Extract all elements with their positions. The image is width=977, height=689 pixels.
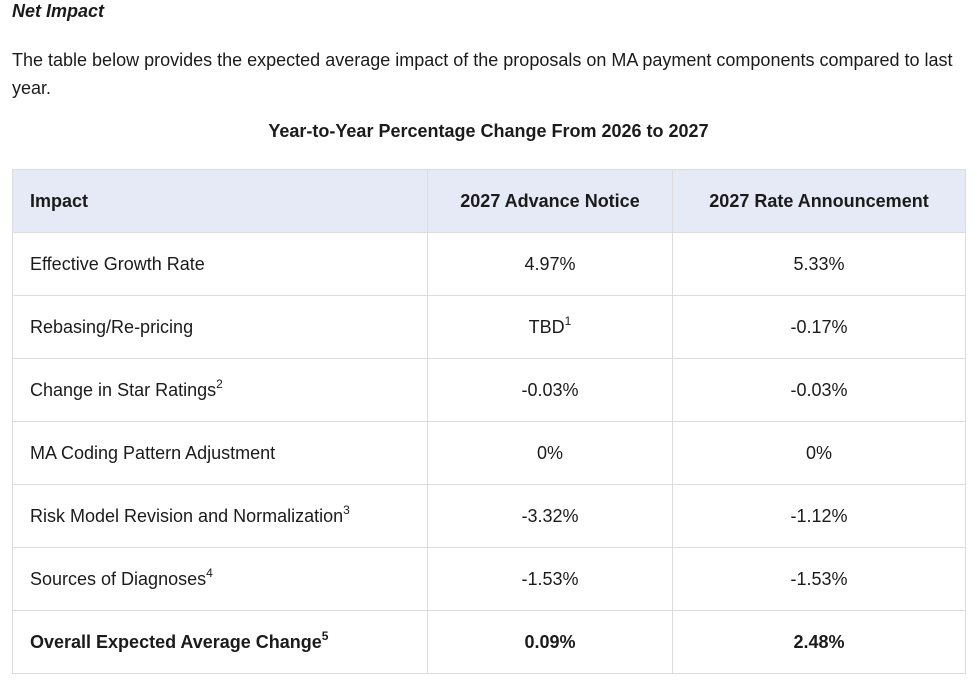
impact-label: Risk Model Revision and Normalization [30,505,344,526]
advance-notice-cell: 0.09% [427,610,673,674]
advance-notice-value: 0% [536,442,563,463]
table-header-row: Impact 2027 Advance Notice 2027 Rate Ann… [12,169,966,233]
impact-cell: Risk Model Revision and Normalization3 [12,484,428,548]
impact-cell: Overall Expected Average Change5 [12,610,428,674]
impact-label: Rebasing/Re-pricing [30,316,194,337]
impact-label: Change in Star Ratings [30,379,217,400]
advance-notice-value: TBD [528,316,565,337]
advance-notice-cell: TBD1 [427,295,673,359]
table-caption: Year-to-Year Percentage Change From 2026… [268,121,709,141]
rate-announcement-cell: 5.33% [672,232,966,296]
net-impact-table: Impact 2027 Advance Notice 2027 Rate Ann… [12,169,966,674]
rate-announcement-cell: -1.12% [672,484,966,548]
footnote-marker: 5 [321,628,329,643]
advance-notice-cell: -1.53% [427,547,673,611]
advance-notice-value: -3.32% [521,505,579,526]
table-row: Sources of Diagnoses4 -1.53% -1.53% [12,547,966,611]
rate-announcement-cell: -0.03% [672,358,966,422]
impact-label: Sources of Diagnoses [30,568,207,589]
impact-cell: Rebasing/Re-pricing [12,295,428,359]
table-row: Risk Model Revision and Normalization3 -… [12,484,966,548]
impact-cell: Sources of Diagnoses4 [12,547,428,611]
footnote-marker: 1 [564,313,572,328]
table-row-total: Overall Expected Average Change5 0.09% 2… [12,610,966,674]
advance-notice-cell: -0.03% [427,358,673,422]
advance-notice-cell: -3.32% [427,484,673,548]
impact-cell: Effective Growth Rate [12,232,428,296]
advance-notice-value: 0.09% [524,631,576,652]
intro-paragraph: The table below provides the expected av… [12,50,953,98]
advance-notice-value: -0.03% [521,379,579,400]
advance-notice-value: -1.53% [521,568,579,589]
section-title: Net Impact [12,1,105,21]
column-header-advance-notice: 2027 Advance Notice [427,169,673,233]
impact-label: Overall Expected Average Change [30,631,322,652]
column-header-impact: Impact [12,169,428,233]
table-row: Rebasing/Re-pricing TBD1 -0.17% [12,295,966,359]
impact-cell: Change in Star Ratings2 [12,358,428,422]
footnote-marker: 2 [216,376,223,391]
footnote-marker: 3 [343,502,350,517]
table-row: Change in Star Ratings2 -0.03% -0.03% [12,358,966,422]
table-row: Effective Growth Rate 4.97% 5.33% [12,232,966,296]
advance-notice-cell: 0% [427,421,673,485]
advance-notice-cell: 4.97% [427,232,673,296]
footnote-marker: 4 [206,565,213,580]
impact-label: MA Coding Pattern Adjustment [30,442,276,463]
impact-cell: MA Coding Pattern Adjustment [12,421,428,485]
rate-announcement-cell: -0.17% [672,295,966,359]
rate-announcement-cell: 2.48% [672,610,966,674]
impact-label: Effective Growth Rate [30,253,205,274]
rate-announcement-cell: -1.53% [672,547,966,611]
rate-announcement-cell: 0% [672,421,966,485]
column-header-rate-announcement: 2027 Rate Announcement [672,169,966,233]
table-row: MA Coding Pattern Adjustment 0% 0% [12,421,966,485]
advance-notice-value: 4.97% [524,253,576,274]
